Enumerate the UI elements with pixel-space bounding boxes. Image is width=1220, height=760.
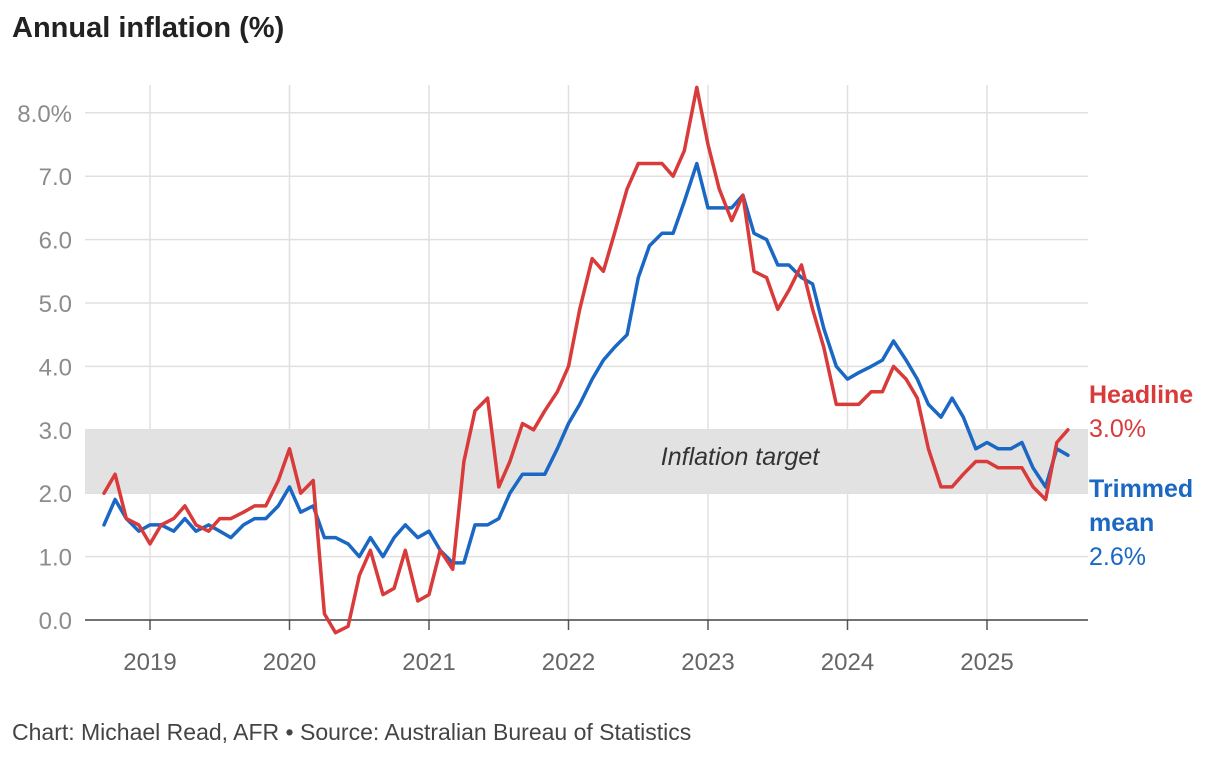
x-tick-label: 2020: [263, 649, 316, 676]
chart-title: Annual inflation (%): [12, 12, 285, 44]
x-axis-ticks: 2019 2020 2021 2022 2023 2024 2025: [123, 620, 1014, 676]
y-axis-ticks: 0.0 1.0 2.0 3.0 4.0 5.0 6.0 7.0 8.0%: [17, 101, 72, 635]
trimmed-mean-latest-value: 2.6%: [1089, 543, 1146, 571]
trimmed-mean-line: [102, 161, 1070, 565]
y-tick-label: 2.0: [39, 481, 72, 508]
y-tick-label: 6.0: [39, 228, 72, 255]
headline-series-label: Headline: [1089, 381, 1193, 409]
y-tick-label: 1.0: [39, 545, 72, 572]
gridlines: [85, 85, 1088, 620]
trimmed-mean-series-label: Trimmed: [1089, 475, 1193, 503]
inflation-target-label: Inflation target: [661, 443, 820, 471]
x-tick-label: 2021: [402, 649, 455, 676]
x-tick-label: 2024: [821, 649, 874, 676]
x-tick-label: 2025: [960, 649, 1013, 676]
x-tick-label: 2019: [123, 649, 176, 676]
inflation-target-band: [85, 429, 1088, 494]
chart-source-note: Chart: Michael Read, AFR • Source: Austr…: [12, 719, 692, 745]
y-tick-label: 4.0: [39, 354, 72, 381]
x-tick-label: 2023: [681, 649, 734, 676]
y-tick-label: 3.0: [39, 418, 72, 445]
headline-latest-value: 3.0%: [1089, 415, 1146, 443]
y-tick-label: 8.0%: [17, 101, 72, 128]
y-tick-label: 7.0: [39, 164, 72, 191]
y-tick-label: 0.0: [39, 608, 72, 635]
headline-line: [102, 85, 1070, 635]
x-tick-label: 2022: [542, 649, 595, 676]
trimmed-mean-series-label-line2: mean: [1089, 509, 1154, 537]
y-tick-label: 5.0: [39, 291, 72, 318]
